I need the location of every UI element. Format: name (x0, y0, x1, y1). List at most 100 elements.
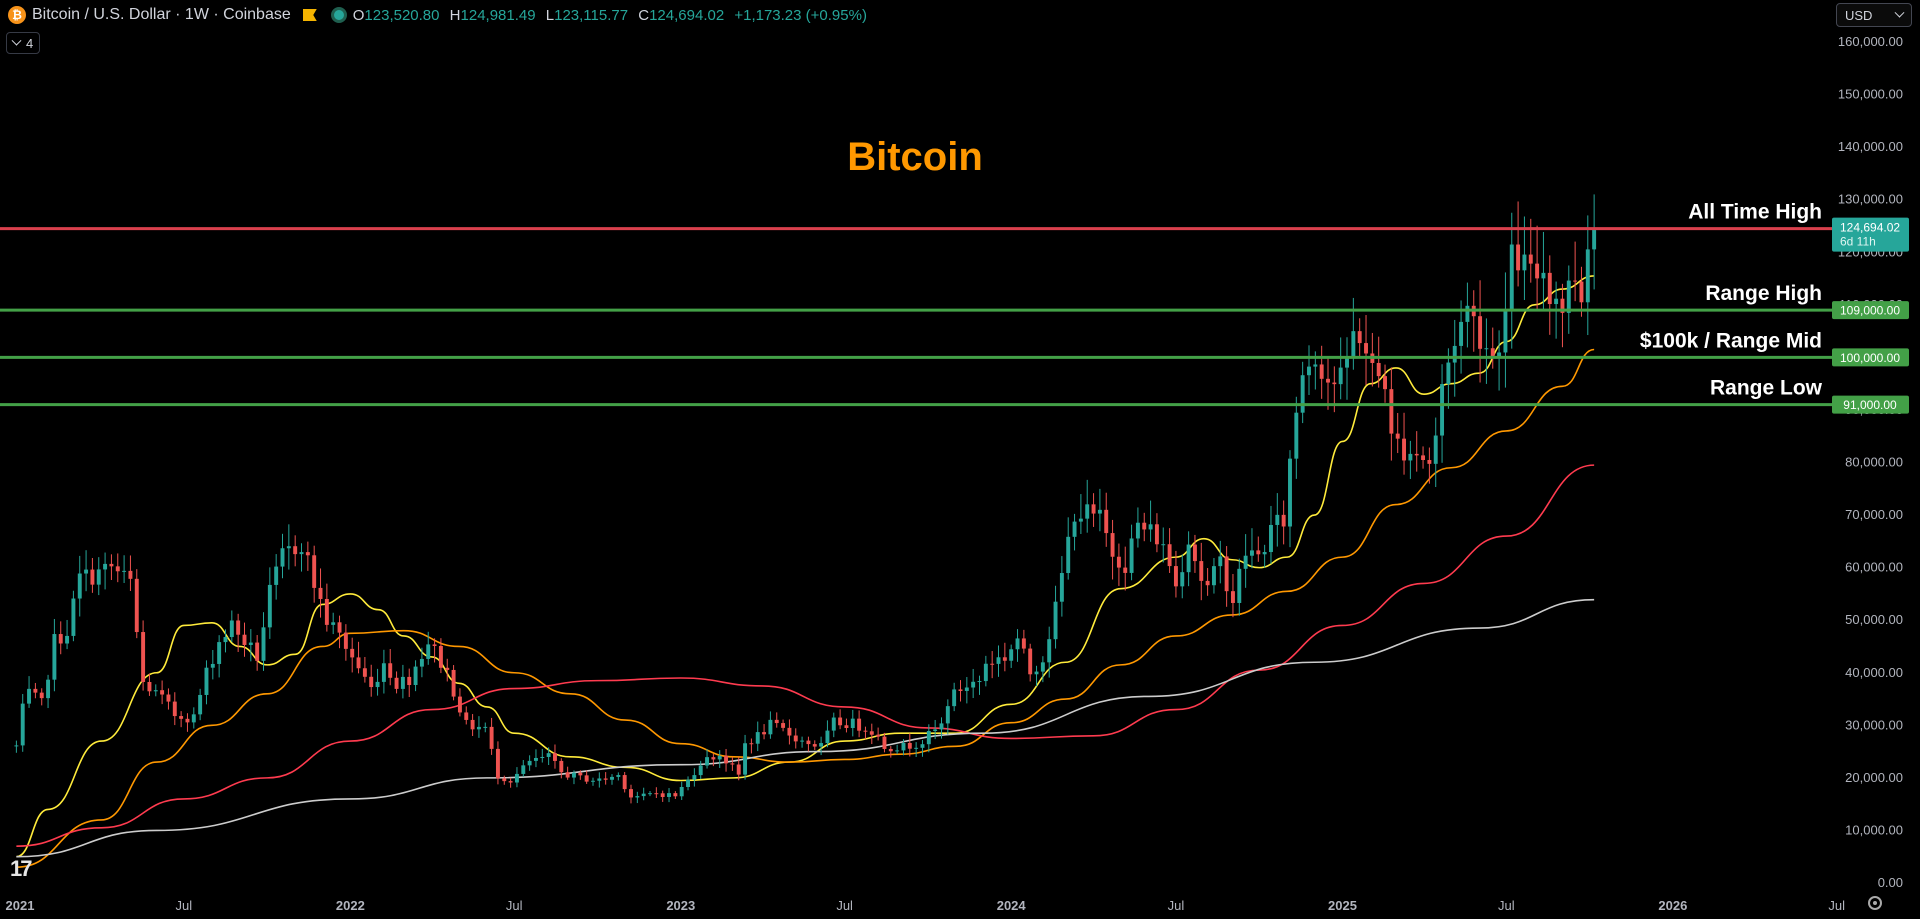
candle-body (610, 776, 614, 780)
candle-body (1256, 550, 1261, 555)
candle-body (451, 669, 456, 697)
level-label: $100k / Range Mid (1640, 329, 1822, 352)
y-tick-label: 160,000.00 (1838, 34, 1903, 49)
candle-body (1250, 550, 1254, 556)
candle-body (1180, 572, 1185, 587)
candle-body (679, 786, 684, 797)
candle-body (1034, 671, 1039, 675)
currency-select[interactable]: USD (1836, 3, 1912, 27)
flag-icon[interactable] (302, 9, 317, 21)
bitcoin-icon: ₿ (8, 6, 26, 24)
candle-body (781, 723, 786, 728)
candle-body (1497, 352, 1502, 359)
settings-icon[interactable] (1868, 896, 1882, 910)
candle-body (1573, 280, 1578, 282)
open-value: 123,520.80 (364, 6, 440, 24)
candle-body (546, 753, 551, 757)
y-tick-label: 150,000.00 (1838, 87, 1903, 102)
candle-body (204, 667, 209, 695)
candle-body (1205, 580, 1210, 586)
candle-body (46, 679, 51, 699)
candle-body (863, 730, 868, 732)
candle-body (553, 753, 557, 761)
candle-body (971, 681, 976, 688)
candle-body (1002, 657, 1007, 661)
candle-body (869, 731, 874, 735)
candle-body (1237, 568, 1242, 603)
candle-body (1161, 544, 1166, 546)
candle-body (939, 723, 944, 730)
open-label: O (352, 6, 365, 24)
candle-body (1021, 638, 1026, 649)
candle-body (1123, 567, 1128, 573)
candle-body (191, 714, 196, 723)
candle-body (1288, 458, 1292, 527)
candle-body (660, 793, 665, 797)
tradingview-logo-icon[interactable]: 17 (10, 856, 33, 881)
candle-body (1490, 348, 1495, 359)
candle-body (33, 688, 38, 693)
candle-body (293, 546, 298, 555)
candle-body (952, 689, 957, 707)
candle-body (907, 742, 912, 749)
candle-body (1091, 504, 1096, 514)
indicators-toggle-button[interactable]: 4 (6, 32, 41, 54)
candle-body (591, 780, 595, 782)
candle-body (1053, 601, 1058, 640)
candle-body (1224, 556, 1229, 592)
candle-body (825, 730, 830, 744)
x-tick-label: Jul (1168, 898, 1185, 913)
candle-body (1142, 522, 1147, 530)
x-tick-label: 2025 (1328, 898, 1357, 913)
x-tick-label: Jul (1828, 898, 1845, 913)
candle-body (667, 793, 671, 797)
candle-body (698, 765, 703, 776)
candle-body (768, 719, 773, 735)
x-tick-label: 2023 (666, 898, 695, 913)
price-tag (1832, 301, 1909, 320)
candle-body (540, 756, 545, 758)
candle-body (1351, 331, 1356, 359)
candle-body (1528, 254, 1533, 264)
candle-body (1338, 367, 1343, 385)
candle-body (1395, 433, 1400, 439)
candle-body (20, 703, 25, 746)
low-label: L (545, 6, 555, 24)
y-tick-label: 140,000.00 (1838, 139, 1903, 154)
currency-label: USD (1845, 7, 1873, 23)
x-tick-label: Jul (836, 898, 853, 913)
candle-body (964, 687, 969, 691)
candle-body (736, 764, 741, 775)
candle-body (888, 748, 893, 752)
candle-body (464, 712, 469, 720)
symbol-title[interactable]: Bitcoin / U.S. Dollar · 1W · Coinbase (32, 6, 291, 23)
y-tick-label: 50,000.00 (1845, 612, 1903, 627)
candle-body (1186, 544, 1191, 573)
candle-body (1269, 524, 1273, 553)
chart-title: Bitcoin (847, 135, 983, 179)
candle-body (521, 765, 526, 774)
candle-body (1383, 376, 1387, 390)
candle-body (762, 732, 767, 735)
candle-body (1566, 280, 1571, 313)
candle-body (654, 793, 659, 795)
candle-body (1129, 538, 1134, 573)
candle-body (1104, 509, 1109, 534)
candle-body (267, 584, 272, 628)
candle-body (1085, 504, 1090, 519)
candle-body (324, 598, 329, 625)
candle-body (343, 632, 348, 649)
candle-body (1408, 453, 1413, 461)
candle-body (1421, 455, 1426, 461)
moving-average-line (16, 598, 1595, 858)
candle-body (198, 694, 203, 715)
candle-body (248, 642, 253, 645)
candle-body (71, 598, 76, 636)
candle-body (533, 757, 538, 761)
candle-body (1402, 438, 1407, 461)
indicators-count: 4 (26, 35, 34, 51)
candle-body (27, 688, 32, 704)
x-tick-label: 2021 (6, 898, 35, 913)
candle-body (945, 706, 950, 724)
